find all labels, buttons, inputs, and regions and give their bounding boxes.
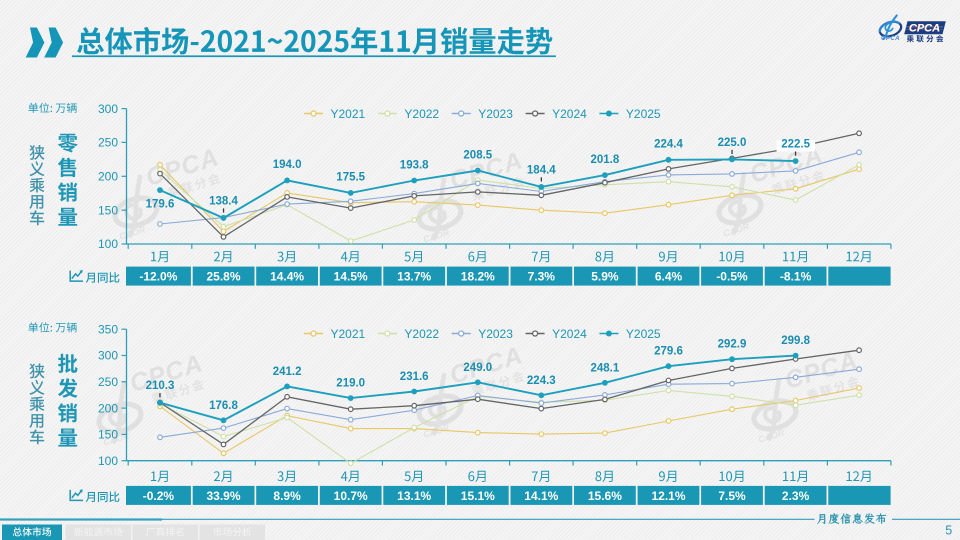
- svg-text:250: 250: [98, 136, 118, 150]
- svg-text:224.3: 224.3: [527, 375, 556, 387]
- svg-text:100: 100: [98, 454, 118, 468]
- svg-text:14.4%: 14.4%: [270, 270, 304, 284]
- svg-text:-0.5%: -0.5%: [716, 270, 748, 284]
- svg-text:10.7%: 10.7%: [334, 489, 368, 503]
- svg-text:13.7%: 13.7%: [397, 270, 431, 284]
- svg-text:Y2023: Y2023: [478, 327, 513, 341]
- svg-text:222.5: 222.5: [781, 139, 810, 151]
- svg-text:8.9%: 8.9%: [273, 489, 301, 503]
- svg-text:Y2021: Y2021: [331, 107, 366, 121]
- svg-text:219.0: 219.0: [336, 378, 365, 390]
- svg-text:194.0: 194.0: [273, 159, 302, 171]
- svg-text:150: 150: [98, 203, 118, 217]
- svg-text:175.5: 175.5: [336, 172, 365, 184]
- svg-text:225.0: 225.0: [718, 137, 747, 149]
- svg-text:7.5%: 7.5%: [718, 489, 746, 503]
- svg-text:Y2022: Y2022: [404, 327, 439, 341]
- svg-text:Y2023: Y2023: [478, 107, 513, 121]
- svg-text:CPCA: CPCA: [909, 23, 940, 35]
- svg-text:-12.0%: -12.0%: [139, 270, 177, 284]
- svg-text:193.8: 193.8: [400, 159, 429, 171]
- svg-text:Y2024: Y2024: [552, 327, 587, 341]
- svg-text:299.8: 299.8: [781, 335, 810, 347]
- svg-text:300: 300: [98, 349, 118, 363]
- svg-text:208.5: 208.5: [463, 149, 492, 161]
- svg-text:241.2: 241.2: [273, 366, 302, 378]
- svg-text:Y2025: Y2025: [626, 327, 661, 341]
- svg-text:279.6: 279.6: [654, 346, 683, 358]
- svg-text:Y2022: Y2022: [404, 107, 439, 121]
- svg-text:-0.2%: -0.2%: [143, 489, 175, 503]
- svg-text:25.8%: 25.8%: [206, 270, 240, 284]
- svg-text:5: 5: [945, 524, 952, 538]
- svg-text:200: 200: [98, 170, 118, 184]
- svg-text:176.8: 176.8: [209, 400, 238, 412]
- svg-text:150: 150: [98, 428, 118, 442]
- svg-text:CPCA: CPCA: [881, 36, 900, 42]
- svg-text:18.2%: 18.2%: [461, 270, 495, 284]
- svg-text:14.5%: 14.5%: [334, 270, 368, 284]
- svg-text:12.1%: 12.1%: [651, 489, 685, 503]
- svg-text:100: 100: [98, 237, 118, 251]
- svg-text:33.9%: 33.9%: [206, 489, 240, 503]
- svg-text:224.4: 224.4: [654, 139, 683, 151]
- svg-text:Y2025: Y2025: [626, 107, 661, 121]
- svg-text:14.1%: 14.1%: [524, 489, 558, 503]
- svg-text:184.4: 184.4: [527, 164, 556, 176]
- svg-text:350: 350: [98, 322, 118, 336]
- svg-text:248.1: 248.1: [591, 362, 620, 374]
- svg-text:179.6: 179.6: [146, 198, 175, 210]
- svg-text:201.8: 201.8: [591, 154, 620, 166]
- svg-text:15.1%: 15.1%: [461, 489, 495, 503]
- svg-text:300: 300: [98, 102, 118, 116]
- svg-text:Y2024: Y2024: [552, 107, 587, 121]
- svg-text:Y2021: Y2021: [331, 327, 366, 341]
- svg-text:13.1%: 13.1%: [397, 489, 431, 503]
- svg-text:CPCA: CPCA: [909, 23, 940, 35]
- svg-text:15.6%: 15.6%: [588, 489, 622, 503]
- svg-text:5.9%: 5.9%: [591, 270, 619, 284]
- svg-text:2.3%: 2.3%: [782, 489, 810, 503]
- svg-text:292.9: 292.9: [718, 339, 747, 351]
- svg-text:250: 250: [98, 375, 118, 389]
- svg-text:210.3: 210.3: [146, 380, 175, 392]
- svg-text:-8.1%: -8.1%: [780, 270, 812, 284]
- svg-text:200: 200: [98, 401, 118, 415]
- svg-text:231.6: 231.6: [400, 371, 429, 383]
- svg-text:7.3%: 7.3%: [528, 270, 556, 284]
- svg-text:6.4%: 6.4%: [655, 270, 683, 284]
- svg-text:249.0: 249.0: [463, 362, 492, 374]
- svg-text:138.4: 138.4: [209, 196, 238, 208]
